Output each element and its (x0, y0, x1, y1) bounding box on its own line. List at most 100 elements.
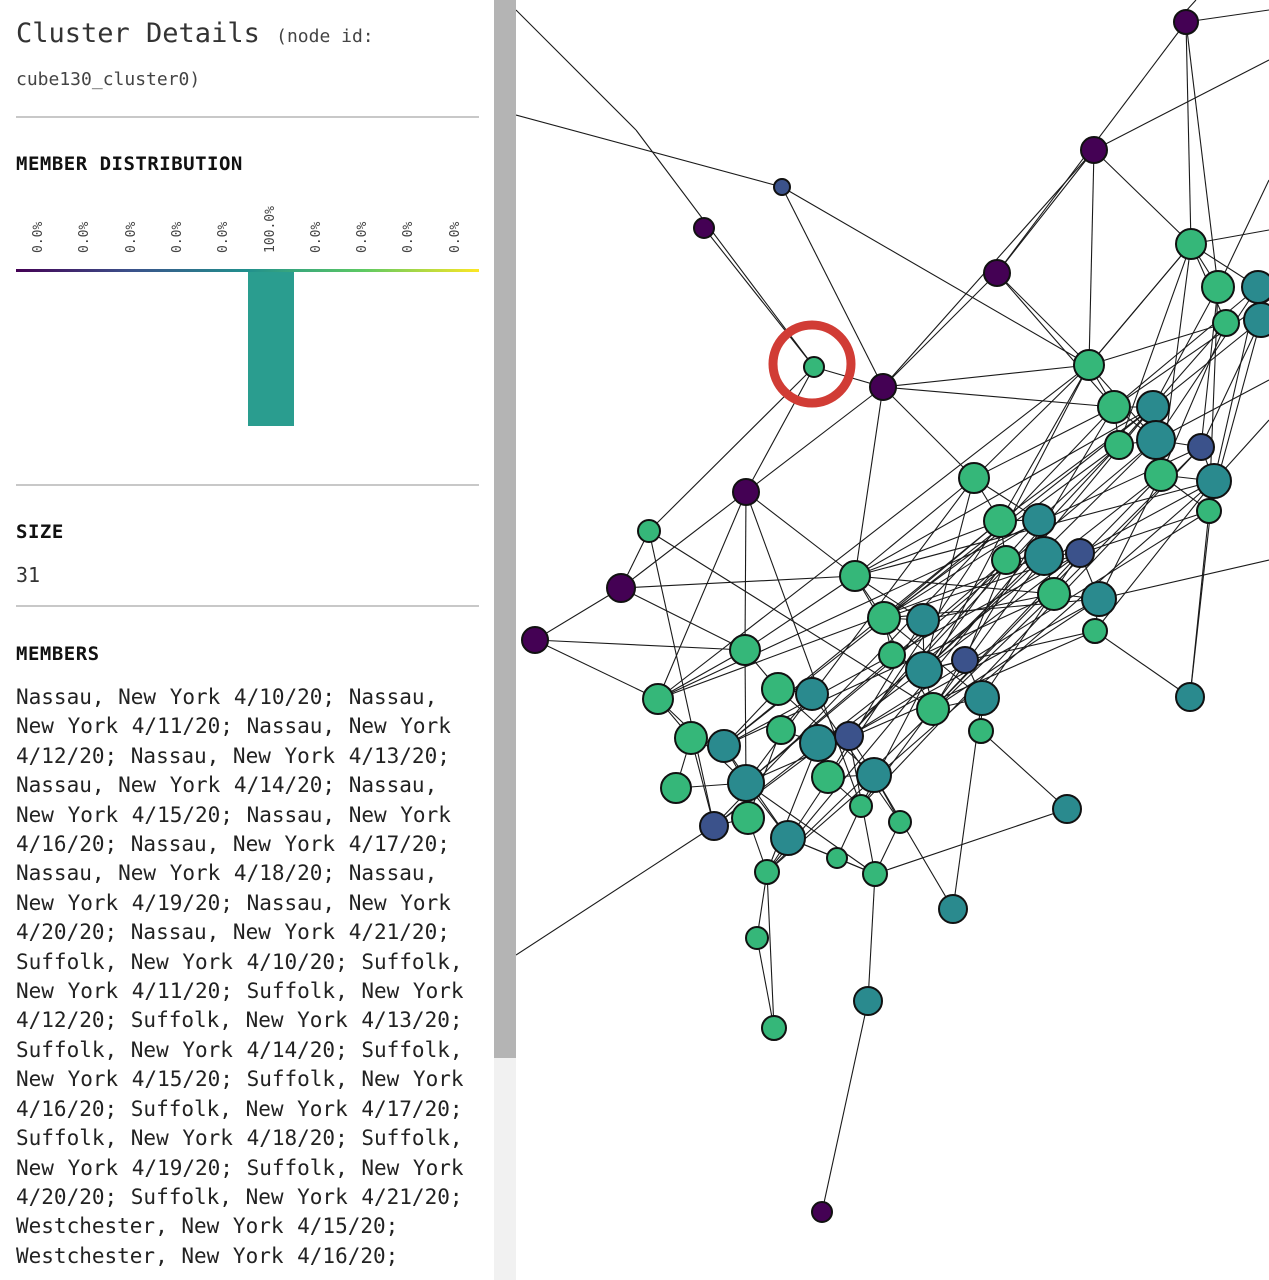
graph-node[interactable] (727, 764, 765, 802)
panel-scrollbar[interactable] (494, 0, 516, 1280)
graph-node[interactable] (761, 672, 795, 706)
graph-node[interactable] (1175, 228, 1207, 260)
graph-node[interactable] (1241, 270, 1269, 304)
graph-node[interactable] (707, 729, 741, 763)
distribution-bar[interactable] (248, 272, 294, 426)
graph-edge (1185, 9, 1269, 23)
graph-node[interactable] (811, 760, 845, 794)
graph-node[interactable] (1243, 302, 1269, 338)
graph-node[interactable] (1082, 618, 1108, 644)
graph-node[interactable] (834, 721, 864, 751)
graph-edge (1113, 286, 1259, 408)
graph-node[interactable] (1037, 577, 1071, 611)
graph-node[interactable] (1081, 581, 1117, 617)
graph-node[interactable] (795, 677, 829, 711)
graph-node[interactable] (1196, 498, 1222, 524)
graph-node[interactable] (849, 794, 873, 818)
graph-edge (1098, 559, 1269, 600)
graph-node[interactable] (1212, 309, 1240, 337)
graph-node[interactable] (674, 721, 708, 755)
graph-edge (1094, 630, 1191, 698)
graph-edge (534, 587, 622, 641)
graph-node[interactable] (745, 926, 769, 950)
graph-node[interactable] (699, 811, 729, 841)
graph-edge (713, 552, 1081, 827)
graph-node[interactable] (991, 545, 1021, 575)
graph-node[interactable] (958, 462, 990, 494)
graph-node[interactable] (1022, 503, 1056, 537)
graph-node[interactable] (869, 373, 897, 401)
graph-node[interactable] (693, 217, 715, 239)
graph-edge (781, 186, 1090, 366)
graph-node[interactable] (867, 601, 901, 635)
graph-node[interactable] (938, 894, 968, 924)
graph-edge (648, 530, 934, 710)
graph-node[interactable] (770, 820, 806, 856)
graph-node[interactable] (754, 859, 780, 885)
distribution-bin-label: 0.0% (401, 221, 417, 253)
graph-edge (1088, 322, 1227, 366)
distribution-bin-label: 0.0% (169, 221, 185, 253)
graph-node[interactable] (826, 847, 848, 869)
graph-node[interactable] (766, 715, 796, 745)
graph-node[interactable] (729, 634, 761, 666)
graph-edge (980, 730, 1068, 810)
distribution-bin-label: 0.0% (308, 221, 324, 253)
graph-node[interactable] (839, 560, 871, 592)
graph-node[interactable] (856, 757, 892, 793)
graph-node[interactable] (1024, 536, 1064, 576)
graph-edge (766, 593, 1055, 873)
graph-node[interactable] (799, 724, 837, 762)
graph-node[interactable] (853, 986, 883, 1016)
graph-node[interactable] (983, 504, 1017, 538)
graph-edge (1200, 319, 1262, 448)
graph-edge (756, 937, 775, 1029)
scrollbar-thumb[interactable] (494, 0, 516, 1058)
graph-node[interactable] (983, 259, 1011, 287)
graph-node[interactable] (916, 692, 950, 726)
graph-node[interactable] (521, 626, 549, 654)
graph-edge (1155, 379, 1269, 441)
graph-node[interactable] (803, 356, 825, 378)
graph-node[interactable] (1144, 458, 1178, 492)
graph-node[interactable] (951, 646, 979, 674)
graph-edge (996, 149, 1095, 274)
graph-node[interactable] (1104, 430, 1134, 460)
graph-edge (882, 272, 998, 388)
cluster-details-panel: Cluster Details (node id: cube130_cluste… (0, 0, 494, 1280)
graph-node[interactable] (1136, 420, 1176, 460)
network-graph[interactable] (516, 0, 1269, 1280)
graph-node[interactable] (606, 573, 636, 603)
network-graph-canvas[interactable] (516, 0, 1269, 1280)
graph-node[interactable] (811, 1201, 833, 1223)
graph-node[interactable] (1097, 390, 1131, 424)
graph-edge (999, 364, 1090, 522)
graph-node[interactable] (906, 603, 940, 637)
graph-node[interactable] (660, 772, 692, 804)
graph-node[interactable] (732, 478, 760, 506)
graph-node[interactable] (761, 1015, 787, 1041)
graph-node[interactable] (1173, 9, 1199, 35)
graph-node[interactable] (964, 680, 1000, 716)
graph-edge (996, 272, 1115, 408)
graph-node[interactable] (731, 801, 765, 835)
graph-node[interactable] (773, 178, 791, 196)
graph-node[interactable] (968, 718, 994, 744)
distribution-bin-label: 100.0% (262, 206, 278, 253)
graph-node[interactable] (642, 683, 674, 715)
graph-node[interactable] (1052, 794, 1082, 824)
graph-node[interactable] (888, 810, 912, 834)
graph-node[interactable] (1080, 136, 1108, 164)
graph-node[interactable] (905, 651, 943, 689)
graph-node[interactable] (1136, 390, 1170, 424)
graph-node[interactable] (878, 641, 906, 669)
graph-node[interactable] (1201, 270, 1235, 304)
graph-node[interactable] (637, 519, 661, 543)
graph-node[interactable] (1065, 538, 1095, 568)
graph-node[interactable] (1175, 682, 1205, 712)
graph-node[interactable] (1196, 463, 1232, 499)
graph-edge (1093, 149, 1192, 245)
graph-node[interactable] (1073, 349, 1105, 381)
graph-node[interactable] (1187, 433, 1215, 461)
graph-node[interactable] (862, 861, 888, 887)
